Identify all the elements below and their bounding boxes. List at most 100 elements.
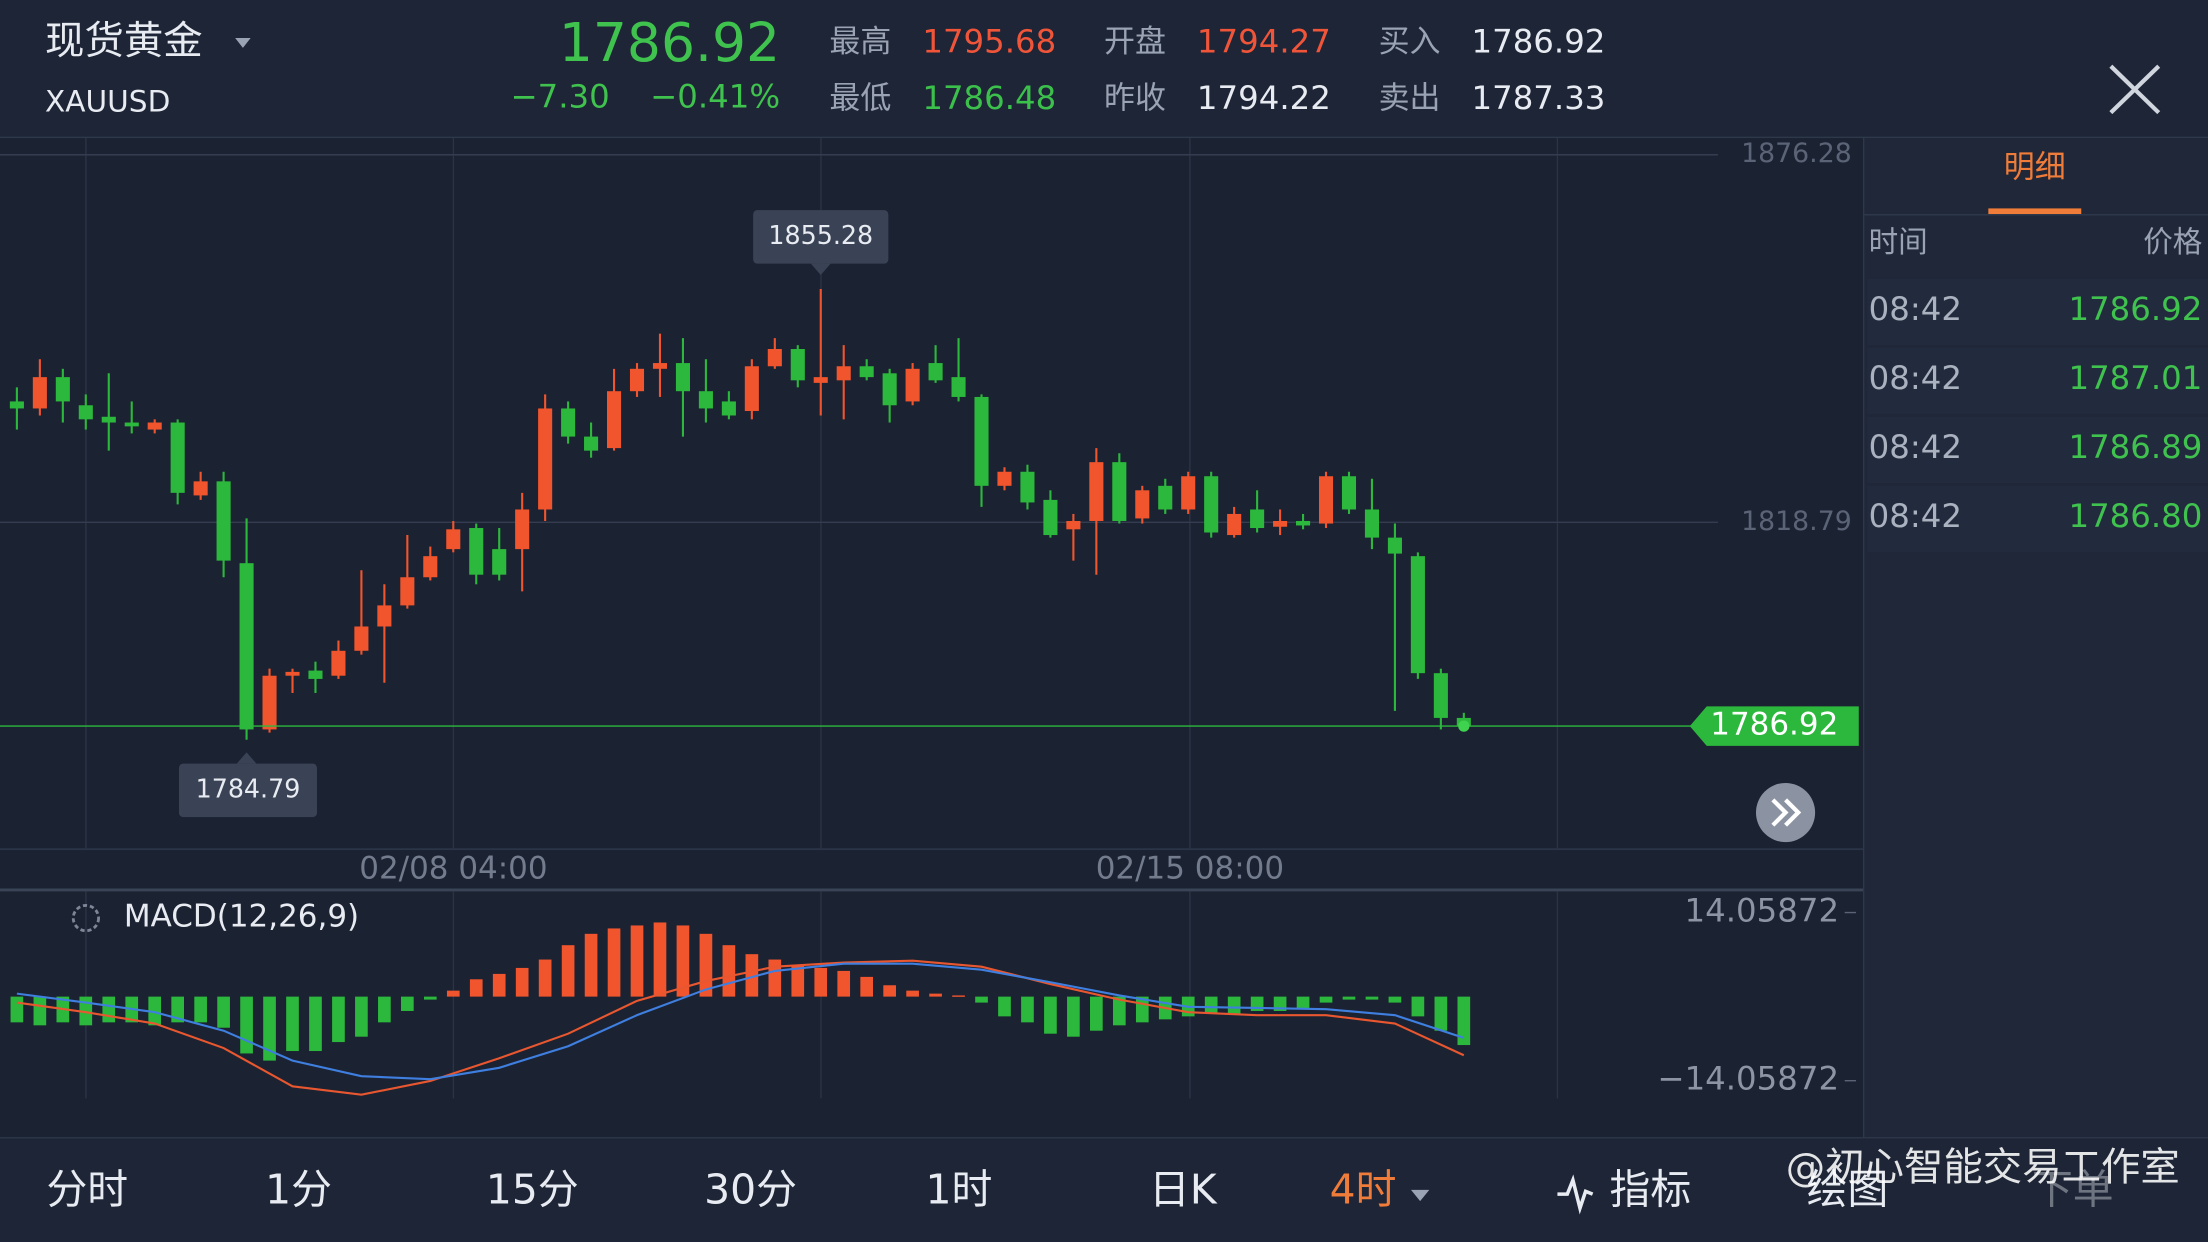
- candle-body: [124, 422, 139, 427]
- candle-body: [1181, 476, 1196, 510]
- x-tick-label: 02/08 04:00: [359, 851, 547, 887]
- toolbar-item[interactable]: 15分: [486, 1166, 579, 1214]
- last-price-dot: [1458, 720, 1470, 732]
- annotation-pointer: [236, 752, 257, 764]
- stat-value: 1786.48: [922, 79, 1056, 117]
- row-bg: [1867, 347, 2208, 414]
- macd-bar: [860, 976, 874, 997]
- trade-time: 08:42: [1869, 497, 1962, 535]
- candle-body: [561, 408, 576, 437]
- toolbar-item[interactable]: 1时: [926, 1166, 993, 1214]
- detail-tab[interactable]: 明细: [2004, 149, 2066, 185]
- candle-body: [1066, 520, 1081, 530]
- dropdown-arrow[interactable]: [235, 38, 251, 48]
- candle-body: [1020, 471, 1035, 503]
- toolbar-item[interactable]: 绘图: [1807, 1166, 1889, 1214]
- candle-body: [78, 405, 93, 420]
- candle-body: [1318, 476, 1334, 524]
- candle-body: [308, 670, 323, 679]
- macd-bar: [1021, 996, 1034, 1023]
- candle-body: [262, 675, 277, 730]
- macd-bar: [975, 996, 988, 1003]
- macd-bar: [630, 925, 644, 997]
- high-annotation: 1855.28: [768, 220, 873, 250]
- candle-body: [813, 377, 828, 383]
- toolbar-item[interactable]: 1分: [265, 1166, 332, 1214]
- macd-bar: [1457, 996, 1471, 1046]
- candle-body: [1273, 520, 1288, 527]
- candle-body: [721, 401, 736, 416]
- macd-bar: [378, 996, 391, 1023]
- toolbar-item[interactable]: 指标: [1610, 1166, 1692, 1214]
- last-price-label: 1786.92: [1710, 707, 1838, 743]
- macd-bar: [1319, 996, 1333, 1003]
- macd-bar: [469, 979, 483, 997]
- candle-body: [1296, 520, 1311, 526]
- toolbar-item[interactable]: 30分: [704, 1166, 797, 1214]
- annotation-box: [178, 763, 317, 818]
- candle-body: [882, 373, 897, 406]
- last-price: 1786.92: [559, 11, 780, 74]
- macd-bar: [1112, 996, 1126, 1026]
- stat-label: 昨收: [1104, 80, 1166, 116]
- macd-bar: [883, 985, 896, 997]
- candle-body: [698, 391, 713, 409]
- macd-bar: [1090, 996, 1103, 1031]
- candle-body: [538, 408, 553, 510]
- row-bg: [1867, 416, 2208, 483]
- trade-price: 1786.92: [2068, 290, 2202, 328]
- toolbar: 分时 1分 15分 30分 1时 日K 4时 指标 绘图 下单: [46, 1166, 2114, 1215]
- macd-chart: MACD(12,26,9) 14.05872 −14.05872: [10, 892, 1856, 1098]
- candle-body: [423, 556, 438, 578]
- macd-bar: [423, 996, 437, 1000]
- macd-bar: [10, 996, 24, 1023]
- candle-body: [1387, 537, 1402, 554]
- macd-bar: [1204, 996, 1218, 1014]
- macd-bar: [952, 995, 965, 997]
- macd-bar: [171, 996, 185, 1023]
- candle-body: [55, 377, 70, 402]
- candle-body: [767, 348, 782, 367]
- candle-body: [974, 396, 989, 486]
- toolbar-item[interactable]: 分时: [46, 1166, 128, 1214]
- candle-body: [469, 528, 484, 575]
- trade-price: 1786.80: [2068, 497, 2202, 535]
- macd-bar: [1411, 996, 1425, 1017]
- candle-body: [400, 577, 415, 606]
- stat-value: 1786.92: [1472, 23, 1606, 61]
- y-tick-label: 1818.79: [1741, 506, 1852, 537]
- candle-body: [859, 366, 874, 378]
- candle-body: [515, 509, 530, 550]
- macd-bar: [263, 996, 276, 1061]
- y-tick-label: 14.05872: [1685, 892, 1839, 930]
- toolbar-item[interactable]: 下单: [2032, 1166, 2114, 1214]
- instrument-name[interactable]: 现货黄金: [45, 18, 203, 64]
- macd-bar: [33, 996, 47, 1026]
- macd-bar: [492, 973, 506, 997]
- settings-icon[interactable]: [71, 904, 100, 933]
- stat-label: 最低: [829, 80, 891, 116]
- macd-bar: [1044, 996, 1057, 1034]
- candle-body: [1112, 462, 1127, 521]
- macd-bar: [814, 967, 828, 997]
- macd-bar: [286, 996, 299, 1052]
- watermark: @初心智能交易工作室: [1786, 1145, 2180, 1191]
- candle-body: [285, 671, 300, 676]
- candle-body: [1227, 513, 1242, 536]
- macd-bar: [1227, 996, 1241, 1014]
- candle-body: [446, 529, 461, 550]
- header-bg: [0, 0, 2208, 137]
- price-chart: 1876.28 1818.79 02/08 04:00 02/15 08:00 1855…: [0, 138, 1859, 887]
- macd-bar: [607, 928, 621, 997]
- trade-time: 08:42: [1869, 290, 1962, 328]
- macd-line: [16, 959, 1465, 1096]
- trade-time: 08:42: [1869, 359, 1962, 397]
- candle-body: [997, 471, 1012, 486]
- candle-body: [905, 368, 920, 402]
- candle-body: [101, 416, 116, 423]
- toolbar-item[interactable]: 日K: [1149, 1166, 1218, 1214]
- toolbar-item[interactable]: 4时: [1330, 1166, 1397, 1214]
- close-button[interactable]: [2109, 64, 2161, 115]
